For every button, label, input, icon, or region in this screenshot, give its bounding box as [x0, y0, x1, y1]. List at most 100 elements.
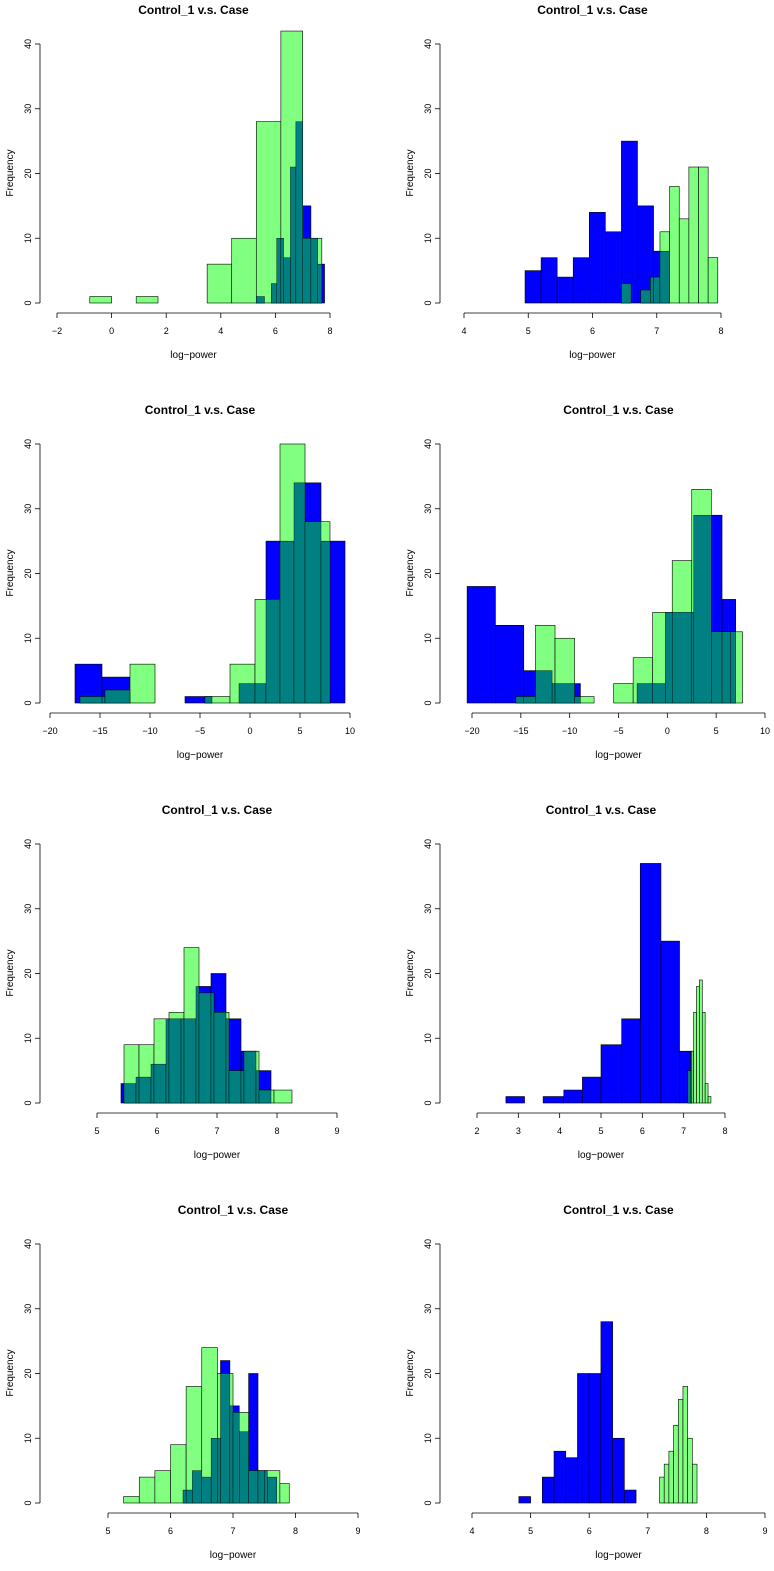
histogram-panel-2: Control_1 v.s. Case 0 10 20 30 40 Frequency 4 5 6… [405, 3, 724, 361]
x-tick-label: 0 [665, 726, 670, 736]
x-axis-label: log−power [170, 350, 217, 361]
y-tick-label: 10 [23, 233, 33, 243]
y-tick-label: 0 [23, 1100, 33, 1105]
x-tick-label: 5 [297, 726, 302, 736]
bar-overlap [317, 263, 323, 304]
bar-control [138, 1476, 156, 1504]
x-tick-label: 4 [557, 1126, 562, 1136]
x-tick-label: 6 [640, 1126, 645, 1136]
bar-overlap [256, 296, 265, 304]
bar-control [135, 296, 159, 304]
bar-overlap [201, 1476, 212, 1504]
y-tick-label: 30 [23, 1304, 33, 1314]
y-tick-label: 20 [23, 168, 33, 178]
y-tick-label: 0 [423, 700, 433, 705]
y-axis-label: Frequency [405, 149, 416, 196]
y-tick-label: 10 [23, 633, 33, 643]
bar-overlap [248, 1470, 259, 1504]
x-tick-label: 6 [587, 1526, 592, 1536]
bar-control [673, 1425, 679, 1504]
bar-case [563, 1089, 583, 1104]
x-tick-label: 4 [218, 326, 223, 336]
bar-overlap [204, 696, 213, 704]
y-tick-label: 20 [423, 1368, 433, 1378]
bar-control [89, 296, 112, 304]
y-tick-label: 20 [23, 968, 33, 978]
x-tick-label: 2 [474, 1126, 479, 1136]
y-axis-label: Frequency [405, 1349, 416, 1396]
y-tick-label: 20 [423, 168, 433, 178]
x-tick-label: 4 [461, 326, 466, 336]
x-tick-label: −15 [513, 726, 528, 736]
bar-overlap [165, 1018, 170, 1104]
x-axis-label: log−power [578, 1150, 625, 1161]
x-tick-label: −5 [195, 726, 205, 736]
bar-control [701, 1012, 706, 1104]
chart-title: Control_1 v.s. Case [178, 1203, 289, 1217]
y-tick-label: 30 [23, 904, 33, 914]
x-tick-label: −2 [52, 326, 62, 336]
x-tick-label: 6 [590, 326, 595, 336]
x-tick-label: 2 [164, 326, 169, 336]
x-axis: 5 6 7 8 9 log−power [94, 1112, 340, 1161]
y-tick-label: 10 [423, 633, 433, 643]
y-axis: 0 10 20 30 40 Frequency [5, 839, 41, 1106]
x-tick-label: −5 [613, 726, 623, 736]
bar-overlap [653, 276, 661, 304]
bar-overlap [687, 1070, 691, 1104]
bar-overlap [265, 599, 281, 704]
x-axis-label: log−power [194, 1150, 241, 1161]
bar-overlap [220, 1373, 231, 1504]
x-tick-label: 7 [230, 1526, 235, 1536]
bar-overlap [320, 540, 331, 704]
bar-control [707, 257, 719, 304]
bar-control [698, 166, 709, 304]
x-tick-label: 7 [654, 326, 659, 336]
x-axis: −2 0 2 4 6 8 log−power [52, 312, 333, 361]
x-tick-label: 0 [247, 726, 252, 736]
bar-overlap [267, 1476, 277, 1504]
y-tick-label: 30 [423, 1304, 433, 1314]
x-tick-label: 8 [718, 326, 723, 336]
bar-overlap [210, 1438, 218, 1504]
bar-control [129, 663, 156, 704]
bar-overlap [535, 670, 553, 704]
y-tick-label: 30 [423, 904, 433, 914]
bar-control [669, 186, 680, 304]
chart-title: Control_1 v.s. Case [162, 803, 273, 817]
bar-overlap [279, 540, 295, 704]
y-tick-label: 10 [423, 1033, 433, 1043]
y-tick-label: 40 [23, 1239, 33, 1249]
chart-title: Control_1 v.s. Case [563, 403, 674, 417]
y-tick-label: 0 [423, 1500, 433, 1505]
bar-control [206, 263, 233, 304]
bar-case [588, 212, 606, 304]
bar-overlap [101, 696, 106, 704]
bar-overlap [515, 696, 524, 704]
bar-overlap [182, 1489, 187, 1504]
bar-control [688, 166, 699, 304]
bar-overlap [254, 683, 267, 704]
y-tick-label: 30 [23, 504, 33, 514]
y-tick-label: 0 [23, 300, 33, 305]
bar-overlap [135, 1076, 140, 1104]
x-axis: 2 3 4 5 6 7 8 log−power [474, 1112, 728, 1161]
bar-control [678, 218, 690, 304]
y-tick-label: 30 [423, 504, 433, 514]
bar-case [542, 1476, 555, 1504]
bar-case [612, 1437, 625, 1504]
bar-overlap [238, 683, 256, 704]
bar-overlap [290, 166, 297, 304]
chart-title: Control_1 v.s. Case [563, 1203, 674, 1217]
bar-case [600, 1044, 622, 1104]
y-axis-label: Frequency [5, 549, 16, 596]
y-axis-label: Frequency [405, 549, 416, 596]
bar-control [154, 1470, 171, 1504]
bar-overlap [255, 1070, 260, 1104]
y-tick-label: 40 [23, 39, 33, 49]
x-tick-label: 10 [345, 726, 355, 736]
y-axis: 0 10 20 30 40 Frequency [405, 39, 441, 306]
bar-case [577, 1373, 590, 1504]
